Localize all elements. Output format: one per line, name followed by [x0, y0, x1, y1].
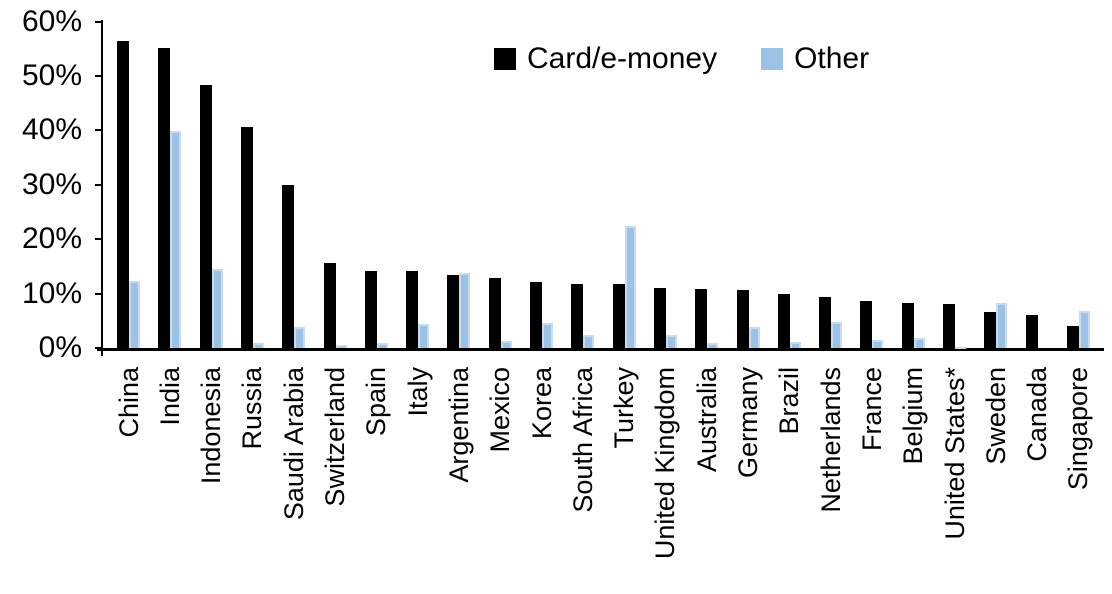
bar-card-e-money-korea	[530, 282, 542, 348]
bar-other-belgium	[914, 338, 925, 348]
bar-other-italy	[418, 324, 429, 348]
y-axis-tick-label: 40%	[21, 113, 82, 147]
y-axis-tick	[95, 20, 103, 23]
x-axis-label-singapore: Singapore	[1063, 367, 1093, 491]
bar-card-e-money-china	[117, 41, 129, 348]
bar-card-e-money-germany	[737, 290, 749, 348]
bar-other-turkey	[625, 226, 636, 348]
bar-card-e-money-indonesia	[200, 85, 212, 348]
x-axis-label-indonesia: Indonesia	[196, 367, 226, 485]
bar-card-e-money-south-africa	[571, 284, 583, 348]
bar-other-china	[129, 281, 140, 348]
x-axis-label-united-states-: United States*	[940, 367, 970, 540]
bar-card-e-money-argentina	[447, 275, 459, 348]
x-axis-label-italy: Italy	[403, 367, 433, 417]
x-axis-label-australia: Australia	[692, 367, 722, 473]
x-axis-label-switzerland: Switzerland	[320, 367, 350, 507]
bar-card-e-money-sweden	[984, 312, 996, 348]
bar-other-united-kingdom	[666, 335, 677, 348]
bar-other-australia	[707, 343, 718, 348]
bar-card-e-money-singapore	[1067, 326, 1079, 348]
bar-other-singapore	[1079, 311, 1090, 348]
bar-other-switzerland	[336, 345, 347, 348]
x-axis-label-saudi-arabia: Saudi Arabia	[279, 367, 309, 521]
legend-label-other: Other	[794, 42, 870, 75]
bar-other-korea	[542, 323, 553, 348]
x-axis-label-mexico: Mexico	[485, 367, 515, 453]
y-axis-tick-label: 20%	[21, 222, 82, 256]
bar-card-e-money-india	[158, 48, 170, 348]
x-axis-label-russia: Russia	[237, 367, 267, 450]
y-axis-tick-label: 0%	[38, 331, 82, 364]
y-axis-tick-label: 30%	[21, 167, 82, 201]
y-axis-tick-label: 50%	[21, 59, 82, 92]
bar-other-brazil	[790, 342, 801, 348]
bar-card-e-money-italy	[406, 271, 418, 348]
x-axis-label-china: China	[114, 367, 144, 438]
bar-card-e-money-netherlands	[819, 297, 831, 348]
bar-other-indonesia	[212, 269, 223, 348]
bar-card-e-money-russia	[241, 127, 253, 348]
bar-other-germany	[749, 327, 760, 348]
bar-card-e-money-united-kingdom	[654, 288, 666, 348]
x-axis-line	[97, 348, 1104, 351]
bar-other-india	[170, 131, 181, 348]
x-axis-label-germany: Germany	[733, 367, 763, 479]
bar-other-sweden	[996, 303, 1007, 348]
y-axis-tick-label: 10%	[21, 276, 82, 310]
bar-other-russia	[253, 343, 264, 348]
bar-other-argentina	[459, 273, 470, 348]
x-axis-label-argentina: Argentina	[444, 367, 474, 483]
y-axis-tick	[95, 292, 103, 295]
bar-card-e-money-canada	[1026, 315, 1038, 348]
x-axis-label-turkey: Turkey	[609, 367, 639, 449]
bar-card-e-money-spain	[365, 271, 377, 348]
bar-card-e-money-switzerland	[324, 263, 336, 348]
x-axis-label-brazil: Brazil	[774, 367, 804, 435]
bar-card-e-money-saudi-arabia	[282, 185, 294, 348]
x-axis-label-south-africa: South Africa	[568, 367, 598, 513]
y-axis-tick	[95, 347, 103, 349]
y-axis-tick	[95, 129, 103, 132]
legend-item-card-emoney: Card/e-money	[494, 42, 717, 76]
bar-card-e-money-france	[860, 301, 872, 348]
bar-other-saudi-arabia	[294, 327, 305, 348]
bar-card-e-money-united-states-	[943, 304, 955, 348]
y-axis-tick	[95, 183, 103, 186]
legend-label-card-emoney: Card/e-money	[527, 42, 718, 75]
card-emoney-swatch-icon	[494, 48, 516, 70]
bar-card-e-money-australia	[695, 289, 707, 348]
bar-other-spain	[377, 343, 388, 348]
x-axis-label-india: India	[155, 367, 185, 426]
x-axis-label-spain: Spain	[361, 367, 391, 437]
y-axis-tick	[95, 238, 103, 241]
x-axis-label-belgium: Belgium	[898, 367, 928, 465]
bar-other-mexico	[501, 341, 512, 348]
x-axis-label-netherlands: Netherlands	[816, 367, 846, 513]
bar-card-e-money-belgium	[902, 303, 914, 348]
x-axis-label-united-kingdom: United Kingdom	[650, 367, 680, 560]
other-swatch-icon	[761, 48, 784, 70]
bar-other-netherlands	[831, 322, 842, 348]
bar-card-e-money-turkey	[613, 284, 625, 348]
bar-card-e-money-mexico	[489, 278, 501, 348]
x-axis-label-france: France	[857, 367, 887, 452]
x-axis-label-canada: Canada	[1022, 367, 1052, 462]
bar-card-e-money-brazil	[778, 294, 790, 348]
bar-other-united-states-	[955, 347, 966, 349]
y-axis-line	[101, 20, 103, 356]
bar-other-south-africa	[583, 335, 594, 348]
y-axis-tick	[95, 75, 103, 77]
legend-item-other: Other	[761, 42, 869, 76]
y-axis-tick-label: 60%	[21, 4, 82, 38]
bar-other-france	[872, 340, 883, 348]
legend: Card/e-money Other	[494, 42, 869, 76]
x-axis-label-korea: Korea	[527, 367, 557, 440]
x-axis-label-sweden: Sweden	[981, 367, 1011, 465]
